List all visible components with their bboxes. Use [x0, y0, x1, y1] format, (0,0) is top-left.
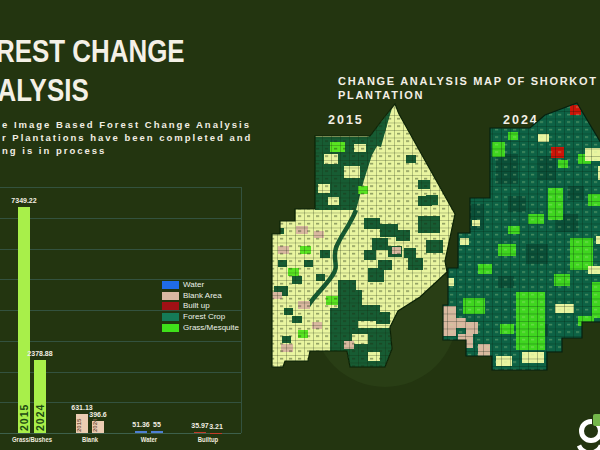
bar-value-label: 2378.88 — [27, 350, 52, 357]
legend-swatch-forest-crop — [162, 313, 179, 321]
category-label: Blank — [82, 436, 98, 443]
bar-value-label: 3.21 — [209, 423, 223, 430]
bar-builtup-2015 — [194, 432, 206, 433]
legend-label: Water — [183, 280, 204, 289]
category-label: Grass/Bushes — [12, 436, 52, 443]
map-2024 — [438, 96, 600, 374]
bar-value-label: 51.36 — [132, 421, 150, 428]
legend-swatch-blank-area — [162, 292, 179, 300]
bar-value-label: 7349.22 — [11, 197, 36, 204]
bar-value-label: 631.13 — [71, 404, 92, 411]
bar-year-label: 2024 — [92, 414, 104, 432]
category-label: Water — [141, 436, 157, 443]
bar-year-label: 2024 — [34, 381, 46, 431]
chart-right-border — [241, 187, 242, 433]
bar-year-label: 2015 — [18, 381, 30, 431]
bar-value-label: 55 — [153, 421, 161, 428]
legend-swatch-grass-mesquite — [162, 324, 179, 332]
legend-swatch-built-up — [162, 302, 179, 310]
bar-year-label: 2015 — [76, 414, 88, 432]
gridline — [0, 218, 241, 219]
gridline — [0, 341, 241, 342]
chart-baseline — [0, 433, 241, 434]
bar-water-2015 — [135, 431, 147, 433]
bar-water-2024 — [151, 431, 163, 433]
gridline — [0, 187, 241, 188]
bar-value-label: 35.97 — [191, 422, 209, 429]
legend-swatch-water — [162, 281, 179, 289]
legend-label: Forest Crop — [183, 312, 225, 321]
category-label: Builtup — [198, 436, 218, 443]
slide: { "left_panel": { "title_line1": "FOREST… — [0, 0, 600, 450]
gridline — [0, 249, 241, 250]
legend-label: Grass/Mesquite — [183, 323, 239, 332]
map-2015 — [268, 100, 458, 372]
legend-label: Blank Area — [183, 291, 222, 300]
legend-label: Built up — [183, 301, 210, 310]
gridline — [0, 279, 241, 280]
map-title-line1: CHANGE ANALYSIS MAP OF SHORKOT — [338, 74, 598, 88]
g-logo — [570, 408, 600, 450]
